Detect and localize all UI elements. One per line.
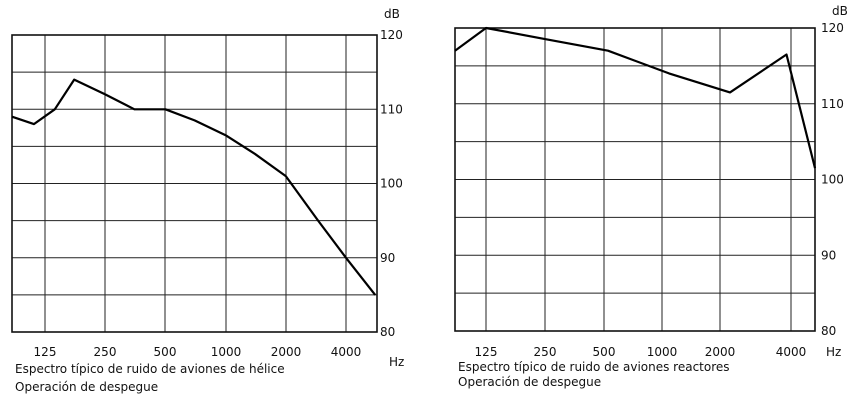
y-unit-label: dB xyxy=(384,7,400,21)
y-unit-label: dB xyxy=(832,4,848,18)
caption-line-1: Espectro típico de ruido de aviones de h… xyxy=(15,362,285,376)
caption-line-1: Espectro típico de ruido de aviones reac… xyxy=(458,360,730,374)
y-tick-label: 80 xyxy=(380,325,395,339)
x-tick-label: 125 xyxy=(34,345,57,359)
x-tick-label: 500 xyxy=(593,345,616,359)
y-tick-label: 120 xyxy=(380,28,403,42)
chart-right: 120 110 100 90 80 125 250 500 1000 2000 4000 dB Hz Es… xyxy=(454,4,848,389)
x-unit-label: Hz xyxy=(826,345,841,359)
plot-frame xyxy=(11,34,378,333)
x-tick-label: 2000 xyxy=(705,345,736,359)
caption-line-2: Operación de despegue xyxy=(458,375,601,389)
y-tick-label: 110 xyxy=(821,97,844,111)
chart-left: 120 110 100 90 80 125 250 500 1000 2000 4000 dB Hz Es… xyxy=(11,7,404,394)
x-tick-label: 1000 xyxy=(647,345,678,359)
y-tick-label: 90 xyxy=(821,248,836,262)
y-tick-label: 100 xyxy=(380,177,403,191)
x-tick-label: 250 xyxy=(534,345,557,359)
x-tick-label: 1000 xyxy=(211,345,242,359)
x-tick-label: 125 xyxy=(475,345,498,359)
caption-line-2: Operación de despegue xyxy=(15,380,158,394)
y-tick-label: 90 xyxy=(380,251,395,265)
x-tick-label: 250 xyxy=(94,345,117,359)
x-tick-label: 500 xyxy=(154,345,177,359)
series-line xyxy=(454,26,817,169)
y-tick-label: 110 xyxy=(380,102,403,116)
y-tick-label: 100 xyxy=(821,173,844,187)
y-tick-label: 120 xyxy=(821,21,844,35)
y-tick-label: 80 xyxy=(821,324,836,338)
series-line xyxy=(11,78,377,296)
x-tick-label: 2000 xyxy=(271,345,302,359)
x-unit-label: Hz xyxy=(389,355,404,369)
plot-frame xyxy=(454,27,816,332)
x-tick-label: 4000 xyxy=(776,345,807,359)
x-tick-label: 4000 xyxy=(331,345,362,359)
